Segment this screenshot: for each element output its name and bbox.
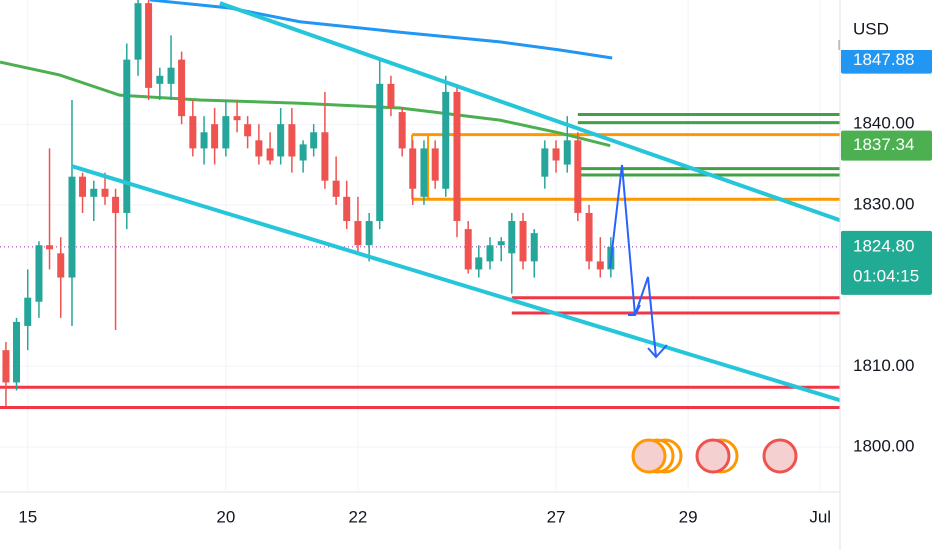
candle-body [453, 91, 461, 222]
candle-body [552, 148, 560, 161]
candle-body [563, 140, 571, 165]
candle-body [574, 140, 582, 213]
trend-line [71, 164, 840, 403]
y-tick-label: 1810.00 [853, 356, 914, 375]
candle-body [387, 83, 395, 109]
candle-body [13, 321, 21, 383]
candle-body [68, 176, 76, 278]
price-label-box [841, 47, 932, 74]
y-tick-label: 1830.00 [853, 194, 914, 213]
candle-body [46, 245, 54, 250]
candle-body [79, 176, 87, 197]
candle-body [508, 221, 516, 254]
candle-body [519, 221, 527, 262]
candle-body [596, 261, 604, 270]
x-tick-label: 15 [18, 507, 37, 526]
candle-body [189, 116, 197, 149]
last-price-box [841, 230, 932, 295]
candle-body [134, 3, 142, 60]
candle-body [266, 148, 274, 161]
candle-body [200, 132, 208, 149]
candle-body [222, 116, 230, 149]
plot-area [0, 0, 840, 490]
x-tick-label: 20 [216, 507, 235, 526]
x-tick-label: Jul [809, 507, 831, 526]
candle-body [497, 241, 505, 246]
candle-body [167, 67, 175, 84]
candle-body [332, 180, 340, 197]
price-label-box [841, 130, 932, 161]
candle-body [24, 297, 32, 326]
last-price-label: 1824.80 [853, 236, 914, 255]
price-label: 1847.88 [853, 50, 914, 69]
x-tick-label: 27 [547, 507, 566, 526]
candle-body [288, 124, 296, 157]
candle-body [541, 148, 549, 177]
candle-body [442, 91, 450, 189]
candle-body [398, 112, 406, 149]
countdown: 01:04:15 [853, 266, 919, 285]
y-tick-label: 1840.00 [853, 114, 914, 133]
price-label: 1837.34 [853, 135, 914, 154]
candle-body [277, 124, 285, 157]
x-tick-label: 22 [348, 507, 367, 526]
candle-body [376, 83, 384, 222]
candle-body [464, 229, 472, 270]
trend-line [219, 1, 840, 223]
candle-body [409, 148, 417, 189]
forecast-arrow [609, 164, 668, 359]
candle-body [585, 212, 593, 262]
candle-body [35, 245, 43, 302]
candle-body [2, 350, 10, 383]
candle-body [420, 148, 428, 197]
candle-body [244, 124, 252, 137]
candle-body [475, 257, 483, 270]
candle-body [321, 132, 329, 181]
candle-body [156, 75, 164, 84]
candle-body [211, 124, 219, 149]
candle-body [255, 140, 263, 157]
candle-body [112, 196, 120, 213]
currency: USD [853, 19, 889, 38]
candle-body [299, 144, 307, 161]
candle-body [530, 233, 538, 262]
candle-body [145, 3, 153, 88]
candle-body [57, 253, 65, 278]
candle-body [310, 132, 318, 149]
candle-body [354, 221, 362, 246]
candle-body [90, 188, 98, 197]
candle-body [431, 148, 439, 181]
y-tick-label: 1800.00 [853, 436, 914, 455]
event-icons [631, 438, 798, 474]
currency-bg [841, 12, 932, 50]
candle-body [365, 221, 373, 246]
candle-body [486, 245, 494, 262]
moving-average [149, 0, 613, 60]
candle-body [101, 188, 109, 197]
candle-body [233, 116, 241, 121]
candle-body [178, 59, 186, 117]
candle-body [123, 59, 131, 213]
candle-body [343, 196, 351, 222]
x-tick-label: 29 [679, 507, 698, 526]
moving-average [0, 60, 611, 148]
